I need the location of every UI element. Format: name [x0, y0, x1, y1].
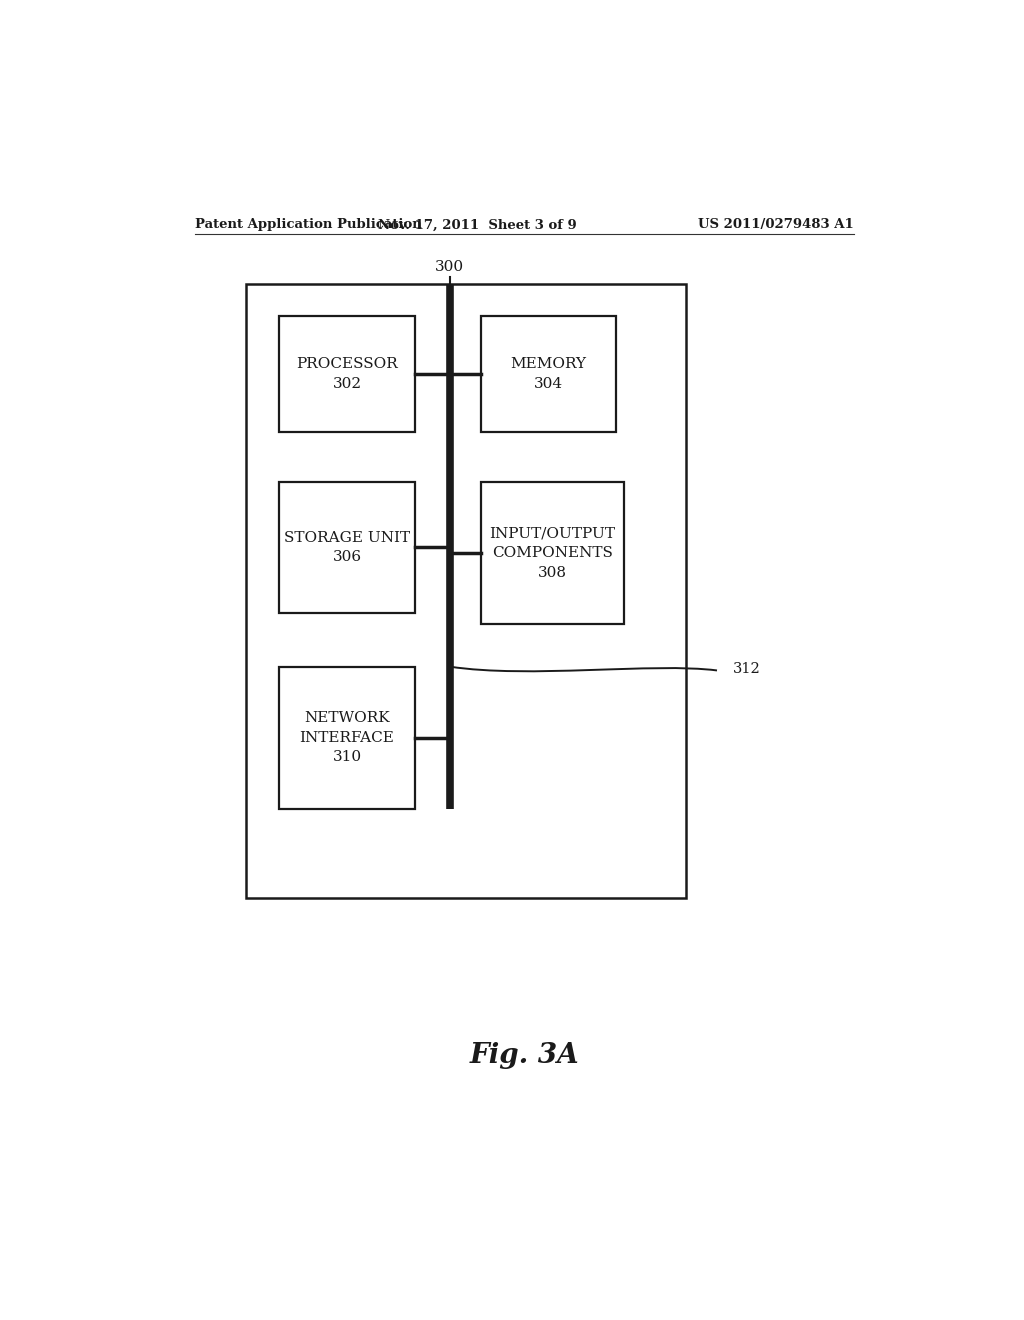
Bar	[480, 317, 616, 432]
Text: Patent Application Publication: Patent Application Publication	[196, 218, 422, 231]
Bar	[280, 317, 415, 432]
Text: Nov. 17, 2011  Sheet 3 of 9: Nov. 17, 2011 Sheet 3 of 9	[378, 218, 577, 231]
Text: 300: 300	[435, 260, 464, 275]
Bar	[246, 284, 686, 898]
Text: PROCESSOR
302: PROCESSOR 302	[296, 358, 397, 391]
Bar	[480, 482, 624, 624]
Text: STORAGE UNIT
306: STORAGE UNIT 306	[284, 531, 410, 564]
Bar	[280, 667, 415, 809]
Text: NETWORK
INTERFACE
310: NETWORK INTERFACE 310	[299, 711, 394, 764]
Text: Fig. 3A: Fig. 3A	[470, 1041, 580, 1069]
Text: INPUT/OUTPUT
COMPONENTS
308: INPUT/OUTPUT COMPONENTS 308	[489, 527, 615, 579]
Bar	[280, 482, 415, 612]
Text: MEMORY
304: MEMORY 304	[510, 358, 587, 391]
Text: US 2011/0279483 A1: US 2011/0279483 A1	[698, 218, 854, 231]
Text: 312: 312	[732, 661, 761, 676]
